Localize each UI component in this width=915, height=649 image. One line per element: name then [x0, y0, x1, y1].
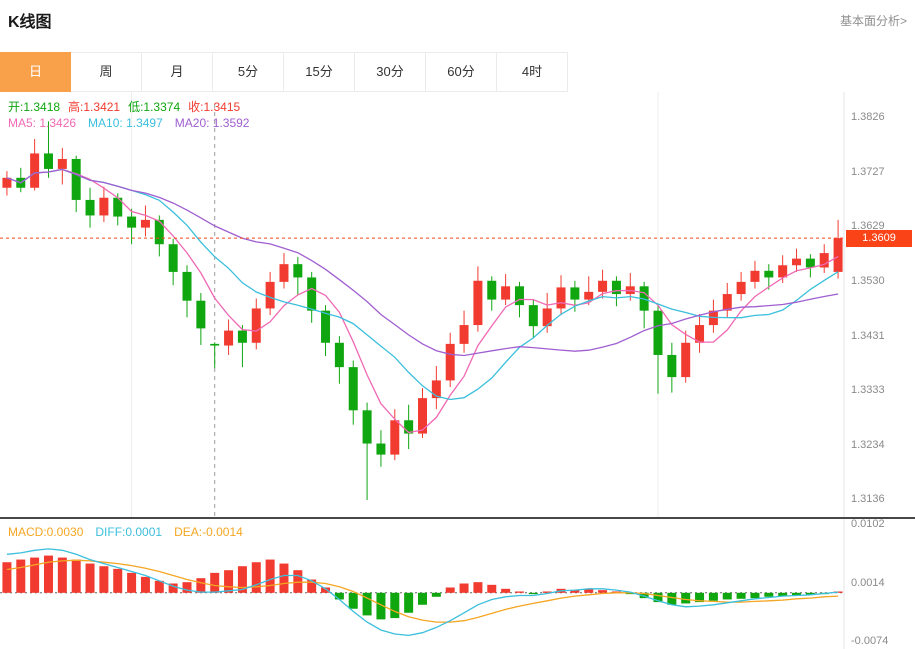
tab-daily[interactable]: 日	[0, 52, 71, 92]
ma-legend: MA5: 1.3426 MA10: 1.3497 MA20: 1.3592	[8, 116, 249, 130]
price-axis-label: 1.3431	[851, 329, 885, 342]
price-axis-label: 1.3530	[851, 274, 885, 287]
tab-5min[interactable]: 5分	[213, 52, 284, 92]
ma5-value: MA5: 1.3426	[8, 116, 77, 130]
macd-chart[interactable]	[0, 519, 845, 649]
macd-axis-label: -0.0074	[851, 635, 889, 647]
macd-axis-label: 0.0014	[851, 576, 885, 589]
diff-value: DIFF:0.0001	[95, 525, 163, 539]
ma10-value: MA10: 1.3497	[88, 116, 163, 130]
price-axis-label: 1.3727	[851, 165, 885, 178]
last-price-tag: 1.3609	[846, 230, 912, 248]
period-tabs: 日 周 月 5分 15分 30分 60分 4时	[0, 52, 568, 92]
dea-value: DEA:-0.0014	[174, 525, 243, 539]
macd-legend: MACD:0.0030 DIFF:0.0001 DEA:-0.0014	[8, 525, 243, 539]
price-axis-label: 1.3136	[851, 493, 885, 505]
fundamental-analysis-link[interactable]: 基本面分析>	[839, 14, 907, 28]
price-axis-label: 1.3629	[851, 220, 885, 233]
tab-30min[interactable]: 30分	[355, 52, 426, 92]
price-axis-label: 1.3333	[851, 383, 885, 396]
high-value: 高:1.3421	[68, 100, 121, 114]
candlestick-chart[interactable]	[0, 92, 845, 517]
low-value: 低:1.3374	[128, 100, 181, 114]
macd-value: MACD:0.0030	[8, 525, 84, 539]
panel-divider	[0, 517, 915, 519]
price-axis-label: 1.3826	[851, 111, 885, 123]
price-axis-label: 1.3234	[851, 438, 885, 451]
tab-15min[interactable]: 15分	[284, 52, 355, 92]
tab-monthly[interactable]: 月	[142, 52, 213, 92]
ma20-value: MA20: 1.3592	[174, 116, 250, 130]
page-title: K线图	[8, 14, 52, 31]
tab-4hour[interactable]: 4时	[497, 52, 568, 92]
tab-weekly[interactable]: 周	[71, 52, 142, 92]
chart-area: 开:1.3418 高:1.3421 低:1.3374 收:1.3415 MA5:…	[0, 92, 915, 649]
macd-axis-label: 0.0102	[851, 518, 885, 530]
open-value: 开:1.3418	[8, 100, 61, 114]
close-value: 收:1.3415	[188, 100, 241, 114]
tab-60min[interactable]: 60分	[426, 52, 497, 92]
ohlc-legend: 开:1.3418 高:1.3421 低:1.3374 收:1.3415	[8, 98, 240, 115]
